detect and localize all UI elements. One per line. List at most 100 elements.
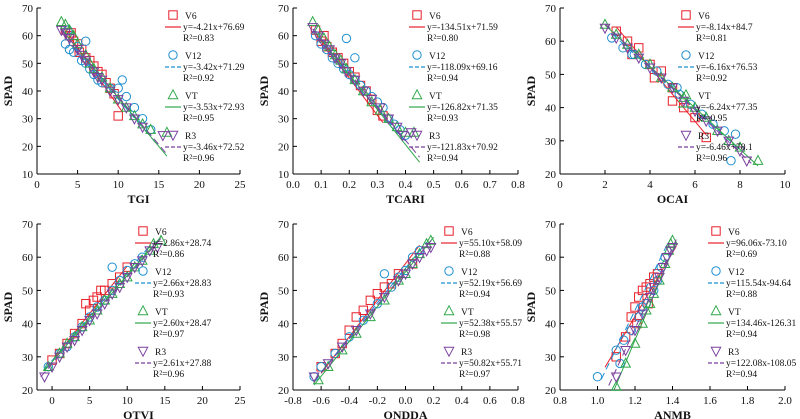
data-point [689,106,701,118]
fit-line [611,32,741,151]
y-tick-label: 40 [278,86,290,98]
data-point [666,234,679,245]
x-tick-label: 8 [737,179,743,191]
series-r3 [608,239,679,386]
legend-series-name: V12 [185,52,202,62]
data-point [392,274,404,285]
x-tick-label: -0.2 [369,395,386,407]
y-tick-label: 50 [22,285,34,297]
data-point [383,114,395,125]
legend-equation: y=-3.53x+72.93 [183,103,245,113]
series-r3 [55,25,169,155]
legend-marker [138,226,148,236]
data-point [120,101,132,112]
data-point [629,337,641,348]
legend-r2: R²=0.96 [696,154,727,164]
panel-tcari: 0.0 0.1 0.2 0.3 0.4 0.5 0.6 0.7 0.8 10 20 30 40 50 60 7… [257,3,525,206]
legend-marker [710,346,722,358]
legend-r2: R²=0.98 [459,330,490,340]
legend-r2: R²=0.88 [459,250,490,260]
x-tick-label: 0.8 [553,395,567,407]
data-point [397,131,409,142]
data-point [349,75,361,87]
x-tick-label: 25 [235,179,247,191]
legend-series-name: VT [185,92,198,102]
x-tick-label: 2 [602,179,608,191]
panel-tgi: 0 5 10 15 20 25 10 20 30 40 50 60 70 TGI SPAD V6y=-4.21… [1,3,246,206]
y-tick-label: 70 [278,219,290,231]
data-point [374,104,386,115]
data-point [72,45,84,56]
data-point [312,23,324,35]
data-point [307,15,319,27]
legend-marker [443,304,455,316]
data-point [711,126,724,138]
y-tick-label: 20 [278,141,290,153]
data-point [621,43,634,55]
x-tick-label: -0.8 [284,395,302,407]
legend-series-name: V6 [698,12,710,22]
data-point [137,122,149,134]
data-point [391,122,403,134]
x-tick-label: 0 [49,395,55,407]
data-point [636,317,649,328]
data-point [357,84,369,96]
data-point [112,93,124,104]
x-tick-label: 0 [557,179,563,191]
legend-r2: R²=0.80 [427,34,458,44]
legend-r2: R²=0.93 [427,114,458,124]
legend-series-name: V12 [155,268,172,278]
data-point [129,102,140,113]
y-tick-label: 40 [545,319,557,331]
x-tick-label: 0.2 [342,179,356,191]
data-point [322,359,334,370]
legend-equation: y=-4.21x+76.69 [183,23,245,33]
y-tick-label: 60 [545,252,557,264]
x-tick-label: 5 [75,179,81,191]
data-point [630,302,640,312]
data-point [55,25,67,37]
data-point [655,71,667,82]
x-tick-label: 0.4 [399,179,413,191]
data-point [414,253,426,264]
legend-equation: y=2.66x+28.83 [153,279,211,289]
data-point [678,96,690,108]
legend-series-name: R3 [728,348,739,358]
y-tick-label: 40 [278,319,290,331]
data-point [386,282,397,292]
legend-r2: R²=0.94 [726,370,757,380]
data-point [661,253,673,264]
legend-marker [411,130,423,142]
data-point [61,342,73,354]
fit-line [60,29,168,155]
data-point [711,124,724,136]
data-point [136,256,148,267]
legend-marker [168,10,178,20]
x-tick-label: 0.0 [286,179,300,191]
panel-anmb: 0.8 1.0 1.2 1.4 1.6 1.8 2.0 20 30 40 50 60 70 ANMB SPA… [524,219,797,419]
data-point [151,243,163,254]
x-tick-label: 10 [122,395,134,407]
data-point [366,95,378,106]
y-tick-label: 50 [22,58,34,70]
data-point [92,72,104,84]
data-point [425,243,437,254]
y-tick-label: 50 [278,58,290,70]
data-point [653,272,665,284]
x-tick-label: 25 [235,395,247,407]
data-point [741,156,753,167]
x-tick-label: 0.1 [314,179,328,191]
legend-r2: R²=0.69 [726,250,757,260]
series-v6 [316,244,420,374]
y-tick-label: 10 [278,169,290,181]
data-point [63,34,76,45]
data-point [633,53,645,65]
x-tick-label: 0.2 [427,395,441,407]
data-point [644,297,656,308]
x-tick-label: 5 [87,395,93,407]
legend-equation: y=52.38x+55.57 [459,319,522,329]
data-point [592,372,603,382]
x-tick-label: 0.7 [483,179,497,191]
y-tick-label: 60 [22,31,34,43]
